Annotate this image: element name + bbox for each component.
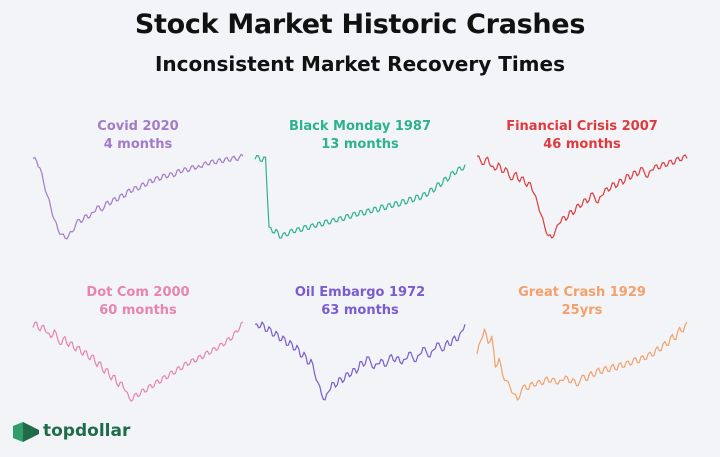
panel-title: Oil Embargo 1972 [294,285,426,300]
panel-recovery-time: 60 months [99,303,177,318]
chart-title: Stock Market Historic Crashes [134,9,586,40]
series-line [254,321,466,401]
great-crash-1929-panel: Great Crash 1929 25yrs [474,285,690,435]
panel-recovery-time: 4 months [103,137,173,152]
panel-recovery-time: 25yrs [561,303,603,318]
oil-embargo-1972-line-chart [254,321,466,401]
panel-title: Black Monday 1987 [289,119,431,134]
topdollar-logo-icon [13,422,39,442]
oil-embargo-1972-panel: Oil Embargo 1972 63 months [252,285,468,435]
dot-com-2000-line-chart [32,321,244,402]
panel-recovery-time: 13 months [321,137,399,152]
covid-2020-line-chart [32,153,244,240]
financial-crisis-2007-line-chart [476,154,688,239]
panel-recovery-time: 46 months [543,137,621,152]
black-monday-1987-panel: Black Monday 1987 13 months [252,119,468,269]
series-line [32,321,244,402]
panel-title: Financial Crisis 2007 [506,119,658,134]
great-crash-1929-line-chart [476,321,688,401]
series-line [32,153,244,240]
financial-crisis-2007-panel: Financial Crisis 2007 46 months [474,119,690,269]
black-monday-1987-line-chart [254,154,466,239]
covid-2020-panel: Covid 2020 4 months [30,119,246,269]
panel-title: Dot Com 2000 [86,285,190,300]
panel-recovery-time: 63 months [321,303,399,318]
series-line [254,154,466,239]
series-line [476,154,688,239]
chart-subtitle: Inconsistent Market Recovery Times [154,52,565,76]
series-line [476,321,688,401]
topdollar-wordmark: topdollar [43,421,131,441]
panel-title: Great Crash 1929 [518,285,646,300]
dot-com-2000-panel: Dot Com 2000 60 months [30,285,246,435]
panel-title: Covid 2020 [97,119,179,134]
